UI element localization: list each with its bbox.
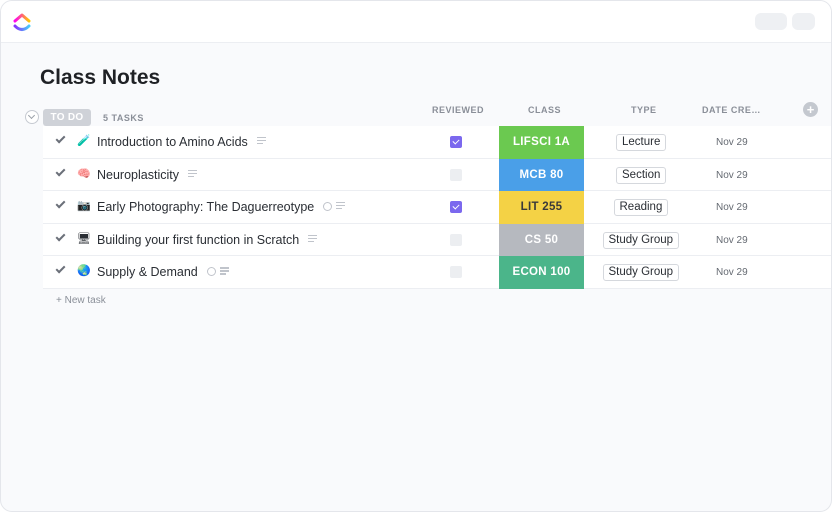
- class-label[interactable]: CS 50: [499, 223, 584, 257]
- type-tag[interactable]: Reading: [613, 199, 669, 217]
- type-tag[interactable]: Section: [616, 166, 667, 184]
- description-icon: [308, 234, 317, 243]
- type-tag[interactable]: Study Group: [602, 264, 680, 282]
- reviewed-checkbox[interactable]: [450, 136, 462, 148]
- task-name[interactable]: Introduction to Amino Acids: [97, 135, 248, 149]
- table-row[interactable]: 📷 Early Photography: The Daguerreotype LIT…: [43, 191, 831, 224]
- table-row[interactable]: 🌏 Supply & Demand ECON 100 Study Group Nov 2…: [43, 256, 831, 289]
- task-meta-icons: [205, 265, 229, 279]
- description-icon: [220, 267, 229, 275]
- task-emoji-icon: 🌏: [77, 265, 91, 278]
- date-created: Nov 29: [716, 202, 748, 214]
- task-list: 🧪 Introduction to Amino Acids LIFSCI 1A Lec…: [43, 126, 831, 289]
- class-label[interactable]: MCB 80: [499, 158, 584, 192]
- date-created: Nov 29: [716, 137, 748, 148]
- check-icon[interactable]: [55, 263, 66, 274]
- task-emoji-icon: 📷: [77, 200, 91, 213]
- toolbar-button[interactable]: [792, 13, 815, 30]
- column-header-type[interactable]: TYPE: [631, 105, 657, 115]
- task-emoji-icon: 🧠: [77, 167, 91, 180]
- class-label[interactable]: LIT 255: [499, 191, 584, 224]
- reviewed-checkbox[interactable]: [450, 168, 462, 181]
- task-name[interactable]: Building your first function in Scratch: [97, 232, 300, 247]
- column-header-date-created[interactable]: DATE CREATED: [702, 105, 764, 115]
- page-title: Class Notes: [40, 66, 161, 89]
- reviewed-checkbox[interactable]: [450, 233, 462, 246]
- date-created: Nov 29: [716, 267, 748, 279]
- column-header-reviewed[interactable]: REVIEWED: [432, 105, 485, 115]
- class-label[interactable]: LIFSCI 1A: [499, 126, 584, 159]
- date-created: Nov 29: [716, 169, 748, 181]
- plus-icon[interactable]: +: [803, 102, 818, 117]
- attachment-icon: [321, 200, 334, 214]
- task-name[interactable]: Early Photography: The Daguerreotype: [97, 200, 315, 215]
- new-task-button[interactable]: + New task: [56, 295, 106, 306]
- task-count: 5 TASKS: [103, 113, 144, 123]
- table-row[interactable]: 🧪 Introduction to Amino Acids LIFSCI 1A Lec…: [43, 126, 831, 159]
- toolbar-button[interactable]: [755, 13, 787, 30]
- task-name[interactable]: Neuroplasticity: [97, 167, 179, 182]
- task-meta-icons: [188, 169, 197, 180]
- description-icon: [336, 202, 345, 210]
- task-meta-icons: [257, 137, 266, 147]
- column-header-class[interactable]: CLASS: [528, 105, 562, 115]
- status-badge[interactable]: TO DO: [43, 109, 91, 126]
- table-row[interactable]: 🧠 Neuroplasticity MCB 80 Section Nov 29: [43, 158, 831, 192]
- table-row[interactable]: 🖥 Building your first function in Scratch…: [43, 223, 831, 257]
- task-emoji-icon: 🧪: [77, 135, 91, 147]
- task-meta-icons: [308, 234, 317, 245]
- reviewed-checkbox[interactable]: [450, 201, 462, 214]
- check-icon[interactable]: [55, 133, 66, 144]
- check-icon[interactable]: [55, 198, 66, 209]
- check-icon[interactable]: [55, 166, 66, 177]
- type-tag[interactable]: Study Group: [602, 231, 680, 249]
- reviewed-checkbox[interactable]: [450, 266, 462, 279]
- type-tag[interactable]: Lecture: [616, 134, 667, 151]
- description-icon: [188, 169, 197, 178]
- date-created: Nov 29: [716, 234, 748, 246]
- attachment-icon: [205, 265, 218, 279]
- task-meta-icons: [321, 200, 345, 214]
- task-emoji-icon: 🖥: [77, 232, 91, 245]
- description-icon: [257, 137, 266, 145]
- app-logo-icon[interactable]: [11, 11, 33, 33]
- class-label[interactable]: ECON 100: [499, 256, 584, 289]
- chevron-down-icon[interactable]: [25, 110, 39, 124]
- check-icon[interactable]: [55, 231, 66, 242]
- top-bar: [1, 1, 831, 43]
- task-name[interactable]: Supply & Demand: [97, 265, 198, 280]
